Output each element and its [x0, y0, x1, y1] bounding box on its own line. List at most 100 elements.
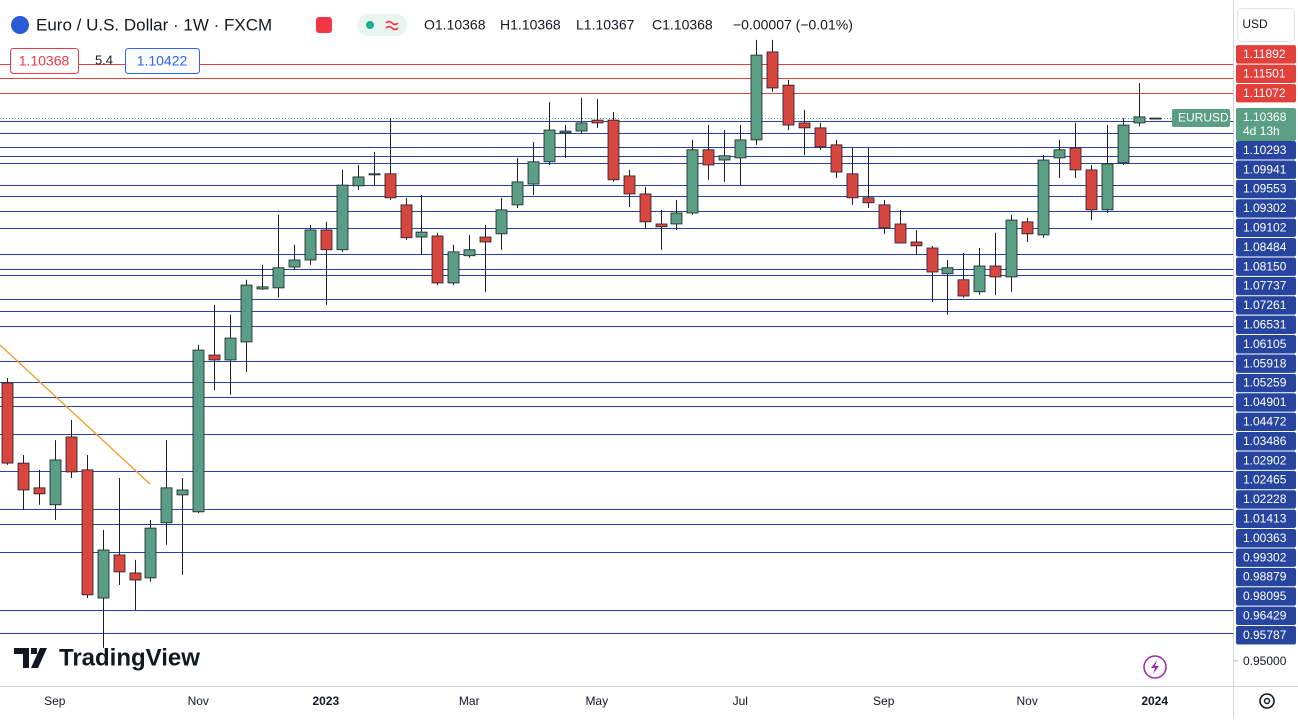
candle-body	[607, 119, 620, 181]
level-label: 1.11892	[1243, 47, 1286, 61]
candle-body	[97, 549, 110, 599]
x-tick-label: May	[585, 694, 608, 708]
level-label: 1.02465	[1243, 473, 1287, 487]
candle-body	[160, 487, 173, 524]
level-label-box	[1236, 354, 1296, 373]
candle-body	[846, 173, 859, 199]
level-label-box	[1236, 83, 1296, 103]
levels	[0, 64, 1233, 634]
x-tick-label: 2023	[312, 694, 339, 708]
level-label-box	[1236, 626, 1296, 645]
level-label-box	[1236, 606, 1296, 626]
candle-body	[878, 204, 891, 229]
level-label-box	[1236, 315, 1296, 335]
symbol-icon	[11, 16, 29, 34]
level-label: 1.09941	[1243, 162, 1287, 176]
candle-body	[830, 144, 843, 173]
x-tick-label: Jul	[733, 694, 748, 708]
candle-body	[1133, 116, 1146, 124]
level-label: 0.98879	[1243, 570, 1287, 584]
level-label: 1.09102	[1243, 221, 1287, 235]
candle-body	[1, 382, 14, 464]
lightning-icon	[1151, 660, 1159, 674]
ohlc-close: C1.10368	[652, 17, 713, 33]
candle-body	[559, 130, 572, 134]
candle-body	[1085, 169, 1098, 211]
candle-body	[65, 436, 78, 473]
candle-body	[670, 212, 683, 225]
level-label: 1.08150	[1243, 259, 1287, 273]
candle-body	[782, 84, 795, 126]
level-label-box	[1236, 160, 1296, 179]
level-label: 1.10293	[1243, 143, 1287, 157]
settings-button[interactable]	[1259, 693, 1275, 709]
candle-body	[368, 173, 381, 176]
level-label-box	[1236, 412, 1296, 432]
candle-body	[1037, 159, 1050, 236]
data-status-pill[interactable]	[357, 14, 407, 36]
x-tick-label: Nov	[188, 694, 209, 708]
logo-text[interactable]: TradingView	[59, 644, 200, 671]
last-price-label: 1.10368	[1243, 110, 1287, 124]
candle-body	[479, 236, 492, 243]
candle-body	[495, 209, 508, 235]
market-status-icon[interactable]	[316, 17, 332, 33]
logo-mark	[14, 648, 47, 668]
candle-body	[352, 176, 365, 187]
spread: 5.4	[95, 52, 113, 67]
candle-body	[623, 175, 636, 195]
level-label-box	[1236, 393, 1296, 412]
level-label-box	[1236, 199, 1296, 218]
level-label: 1.02902	[1243, 453, 1287, 467]
x-tick-label: Sep	[873, 694, 895, 708]
level-label-box	[1236, 257, 1296, 276]
candle-body	[1101, 163, 1114, 211]
candle-body	[910, 241, 923, 247]
level-label-box	[1236, 567, 1296, 587]
candle-body	[33, 487, 46, 495]
currency-button[interactable]	[1237, 8, 1295, 42]
level-label: 1.06105	[1243, 337, 1287, 351]
level-label: 1.07737	[1243, 279, 1287, 293]
level-label: 1.04472	[1243, 415, 1287, 429]
level-label-box	[1236, 276, 1296, 296]
level-label-box	[1236, 141, 1296, 160]
level-label: 1.01413	[1243, 512, 1287, 526]
level-label: 1.09553	[1243, 182, 1287, 196]
candle-body	[639, 193, 652, 223]
buy-box[interactable]	[125, 48, 200, 74]
level-label-box	[1236, 548, 1296, 567]
candle-body	[144, 527, 157, 579]
candle-body	[272, 267, 285, 289]
candle-body	[208, 354, 221, 361]
y-tick-label: 0.95000	[1243, 654, 1287, 668]
bid-price[interactable]: 1.10368	[19, 53, 70, 69]
time-axis: Sep Nov 2023 Mar May Jul Sep Nov 2024	[44, 694, 1168, 708]
sell-box[interactable]	[10, 48, 79, 74]
candle-body	[527, 161, 540, 185]
symbol-title[interactable]: Euro / U.S. Dollar · 1W · FXCM	[36, 15, 272, 34]
level-label-box	[1236, 335, 1296, 354]
candle-body	[1053, 149, 1066, 159]
ask-price[interactable]: 1.10422	[137, 53, 188, 69]
status-wave	[385, 20, 399, 31]
status-dot	[366, 21, 374, 29]
ohlc-high: H1.10368	[500, 17, 561, 33]
candle-body	[240, 284, 253, 343]
candle-body	[1021, 221, 1034, 235]
candle-body	[655, 223, 668, 228]
candle-body	[702, 149, 715, 166]
candle-body	[926, 247, 939, 273]
level-label-box	[1236, 490, 1296, 509]
candle-body	[113, 554, 126, 573]
level-label: 1.11072	[1243, 86, 1286, 100]
candle-body	[798, 122, 811, 129]
currency[interactable]: USD	[1242, 17, 1268, 31]
level-label-box	[1236, 529, 1296, 548]
candle-body	[591, 119, 604, 124]
candle-body	[336, 184, 349, 251]
candle-body	[224, 337, 237, 361]
level-label-box	[1236, 509, 1296, 529]
trend-line	[0, 344, 151, 485]
